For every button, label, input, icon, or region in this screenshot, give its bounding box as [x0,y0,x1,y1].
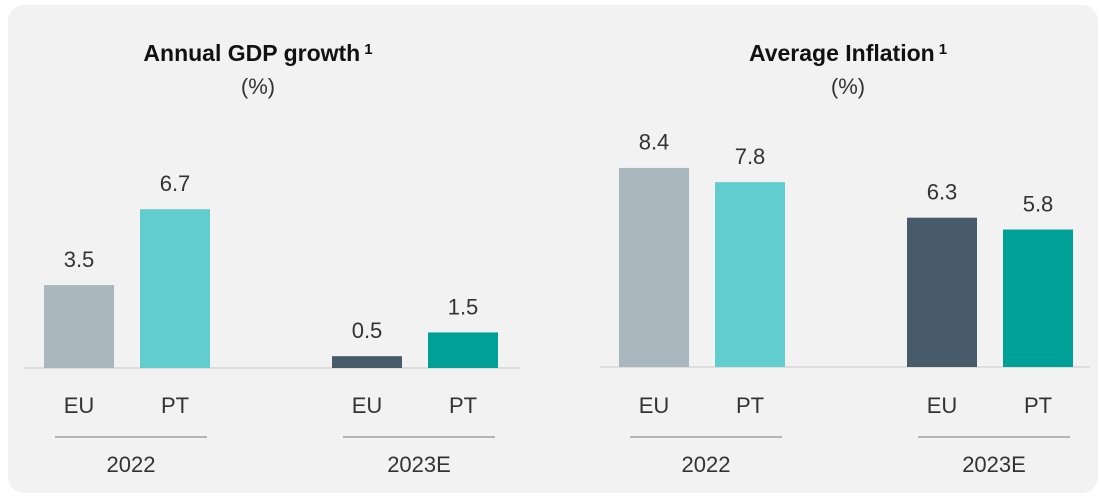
bar [332,356,402,368]
value-label: 7.8 [735,144,766,169]
group-label: 2023E [962,452,1026,477]
category-label: EU [927,393,958,418]
group-label: 2023E [387,452,451,477]
value-label: 6.7 [160,171,191,196]
chart-subtitle: (%) [241,74,275,99]
value-label: 3.5 [64,247,95,272]
bar [907,217,977,367]
value-label: 5.8 [1023,191,1054,216]
title-superscript: 1 [364,41,372,58]
category-label: PT [736,393,764,418]
value-label: 0.5 [352,318,383,343]
chart-title-text: Annual GDP growth [143,40,360,66]
category-label: EU [64,393,95,418]
chart-subtitle: (%) [831,74,865,99]
category-label: PT [161,393,189,418]
category-label: PT [449,393,477,418]
value-label: 6.3 [927,180,958,205]
bar [715,182,785,367]
chart-title-text: Average Inflation [749,40,935,66]
group-label: 2022 [682,452,731,477]
bar [44,285,114,368]
value-label: 1.5 [448,294,479,319]
chart-title: Average Inflation 1 [749,40,947,66]
panel [8,5,1098,493]
bar [619,167,689,367]
category-label: PT [1024,393,1052,418]
bar [1003,229,1073,367]
chart-title: Annual GDP growth 1 [143,40,372,66]
bar [140,209,210,368]
value-label: 8.4 [639,130,670,155]
bar [428,332,498,368]
title-superscript: 1 [939,41,947,58]
category-label: EU [639,393,670,418]
group-label: 2022 [107,452,156,477]
category-label: EU [352,393,383,418]
